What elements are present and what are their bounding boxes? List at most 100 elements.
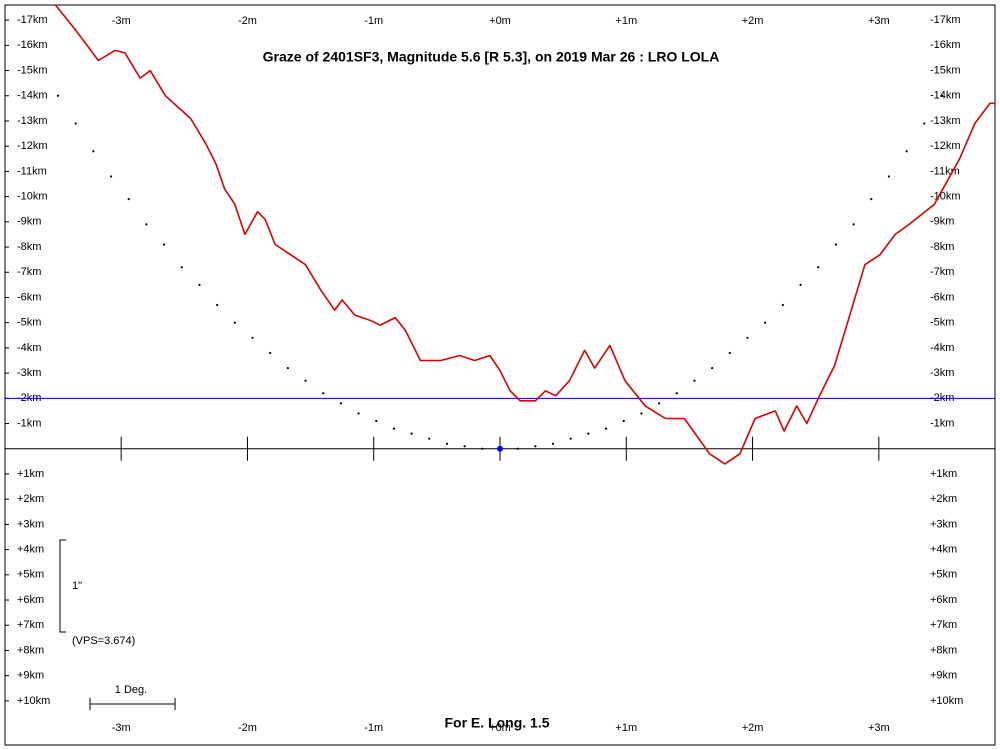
y-tick-label: -12km xyxy=(930,140,961,152)
path-dot xyxy=(92,150,95,153)
path-dot xyxy=(870,198,873,201)
y-tick-label: -14km xyxy=(930,90,961,102)
path-dot xyxy=(127,198,130,201)
path-dot xyxy=(569,437,572,440)
y-tick-label: +2km xyxy=(930,493,957,505)
path-dot xyxy=(463,445,466,448)
x-tick-label: -1m xyxy=(364,722,383,734)
y-tick-label: -6km xyxy=(17,291,41,303)
x-tick-label: +1m xyxy=(615,15,637,27)
path-dot xyxy=(516,447,519,450)
path-dot xyxy=(887,175,891,178)
y-tick-label: -17km xyxy=(17,14,48,26)
x-tick-label: -2m xyxy=(238,722,257,734)
path-dot xyxy=(852,223,855,226)
path-dot xyxy=(145,223,148,226)
path-dot xyxy=(675,392,678,395)
y-tick-label: -1km xyxy=(17,417,41,429)
vps-label: (VPS=3.674) xyxy=(72,635,135,647)
path-dot xyxy=(180,266,183,269)
path-dot xyxy=(693,379,696,382)
path-dot xyxy=(392,427,396,430)
path-dot xyxy=(109,175,113,178)
y-tick-label: -8km xyxy=(930,241,954,253)
y-tick-label: +3km xyxy=(930,518,957,530)
path-dot xyxy=(728,351,731,355)
path-dot xyxy=(834,243,837,246)
path-dot xyxy=(534,445,537,448)
path-dot xyxy=(233,321,236,324)
x-tick-label: +2m xyxy=(742,722,764,734)
y-tick-label: -3km xyxy=(930,367,954,379)
y-tick-label: -7km xyxy=(17,266,41,278)
y-tick-label: +6km xyxy=(930,594,957,606)
y-tick-label: -9km xyxy=(17,216,41,228)
y-tick-label: +1km xyxy=(930,468,957,480)
y-tick-label: +7km xyxy=(930,619,957,631)
x-tick-label: -3m xyxy=(112,722,131,734)
path-dot xyxy=(74,122,77,125)
path-dot xyxy=(410,432,413,435)
path-dot xyxy=(923,122,926,125)
path-dot xyxy=(622,419,625,423)
y-tick-label: -14km xyxy=(17,90,48,102)
y-tick-label: -11km xyxy=(17,165,47,177)
path-dot xyxy=(339,402,342,405)
y-tick-label: -15km xyxy=(17,64,48,76)
y-tick-label: +4km xyxy=(17,544,44,556)
y-tick-label: +4km xyxy=(930,544,957,556)
y-tick-label: -4km xyxy=(930,342,954,354)
y-tick-label: +5km xyxy=(930,569,957,581)
path-dot xyxy=(269,351,272,355)
y-tick-label: -8km xyxy=(17,241,41,253)
y-tick-label: -15km xyxy=(930,64,961,76)
path-dot xyxy=(375,419,378,423)
path-dot xyxy=(658,402,661,405)
y-tick-label: -5km xyxy=(930,317,954,329)
chart-title: Graze of 2401SF3, Magnitude 5.6 [R 5.3],… xyxy=(263,49,720,65)
path-dot xyxy=(286,366,289,370)
y-tick-label: +7km xyxy=(17,619,44,631)
x-tick-label: +1m xyxy=(615,722,637,734)
path-dot xyxy=(56,94,60,97)
y-tick-label: +9km xyxy=(930,670,957,682)
y-tick-label: -13km xyxy=(930,115,961,127)
footer: For E. Long. 1.5 xyxy=(444,715,549,731)
x-tick-label: -2m xyxy=(238,15,257,27)
y-tick-label: -7km xyxy=(930,266,954,278)
path-dot xyxy=(587,432,590,435)
y-tick-label: +10km xyxy=(930,695,963,707)
x-tick-label: +0m xyxy=(489,15,511,27)
scale-bracket xyxy=(59,539,66,633)
path-dot xyxy=(163,243,166,246)
path-dot xyxy=(551,442,555,445)
path-dot xyxy=(216,303,219,307)
y-tick-label: -3km xyxy=(17,367,41,379)
path-dot xyxy=(781,303,784,307)
y-tick-label: -1km xyxy=(930,417,954,429)
path-dot xyxy=(445,442,449,445)
y-tick-label: -10km xyxy=(930,191,961,203)
path-dot xyxy=(764,321,767,324)
y-tick-label: +8km xyxy=(930,644,957,656)
y-tick-label: -4km xyxy=(17,342,41,354)
degree-label: 1 Deg. xyxy=(115,684,147,696)
plot-frame xyxy=(4,4,996,746)
x-tick-label: -3m xyxy=(112,15,131,27)
y-tick-label: -16km xyxy=(930,39,961,51)
y-tick-label: -13km xyxy=(17,115,48,127)
path-dot xyxy=(746,336,749,339)
degree-bar xyxy=(89,698,176,710)
y-tick-label: -5km xyxy=(17,317,41,329)
path-dot xyxy=(604,427,608,430)
y-tick-label: +9km xyxy=(17,670,44,682)
path-dot xyxy=(940,94,944,97)
y-tick-label: -10km xyxy=(17,191,48,203)
star-marker xyxy=(497,445,503,452)
y-tick-label: -16km xyxy=(17,39,48,51)
path-dot xyxy=(198,283,201,286)
y-tick-label: +3km xyxy=(17,518,44,530)
y-tick-label: -9km xyxy=(930,216,954,228)
path-dot xyxy=(322,392,325,395)
